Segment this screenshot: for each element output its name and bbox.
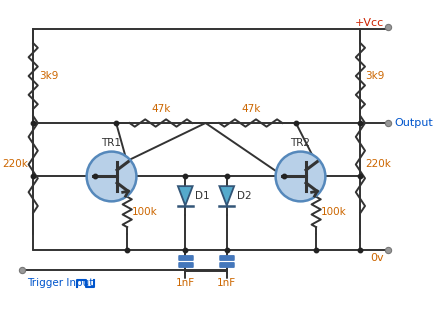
Text: D2: D2: [237, 191, 252, 201]
Text: 0v: 0v: [371, 253, 385, 263]
Text: 3k9: 3k9: [39, 71, 59, 81]
Text: 3k9: 3k9: [365, 71, 385, 81]
Text: 1nF: 1nF: [217, 278, 237, 288]
Text: 100k: 100k: [132, 207, 158, 217]
Text: 47k: 47k: [241, 104, 260, 114]
Text: 47k: 47k: [151, 104, 171, 114]
Text: TR1: TR1: [102, 138, 122, 148]
Polygon shape: [178, 186, 193, 205]
Text: 1nF: 1nF: [176, 278, 195, 288]
Text: 220k: 220k: [365, 159, 391, 170]
Polygon shape: [219, 186, 234, 205]
Text: Trigger Input: Trigger Input: [27, 278, 93, 288]
Text: 100k: 100k: [321, 207, 346, 217]
Text: Output: Output: [395, 118, 433, 128]
Text: D1: D1: [195, 191, 210, 201]
Circle shape: [276, 152, 326, 201]
Text: 220k: 220k: [3, 159, 29, 170]
Circle shape: [87, 152, 136, 201]
Text: TR2: TR2: [290, 138, 310, 148]
Text: +Vcc: +Vcc: [355, 18, 385, 28]
